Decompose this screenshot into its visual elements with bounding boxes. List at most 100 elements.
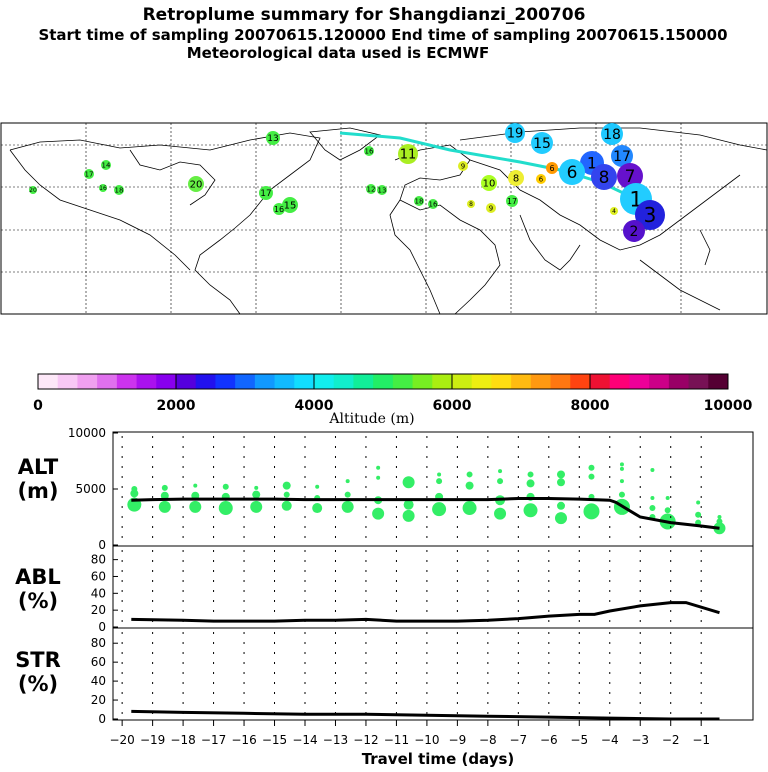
abl-line [131,601,720,623]
trajectory-marker [29,186,37,194]
colorbar-cell [668,374,690,389]
str-ytick-label: 60 [91,655,106,669]
x-tick-label: −20 [109,733,134,747]
trajectory-marker [398,144,418,164]
x-tick-label: −19 [140,733,165,747]
colorbar-tick: 0 [33,398,43,414]
alt-scatter-point [281,500,292,511]
colorbar-cell [294,374,315,389]
alt-scatter-point [466,471,473,478]
trajectory-marker [99,184,107,192]
trajectory-marker [458,161,468,171]
alt-scatter-point [650,495,655,500]
trajectory-day: 16 [365,147,374,155]
alt-scatter-point [254,485,259,490]
colorbar-cell [609,374,630,389]
alt-scatter-point [696,500,701,505]
trajectory-day: 7 [625,167,636,187]
trajectory-marker [505,123,525,143]
alt-scatter-point [372,507,385,520]
colorbar-tick: 8000 [571,398,610,414]
trajectory-label: 8 [591,164,617,190]
str-panel-frame [112,627,754,721]
str-ytick-label: 40 [91,674,106,688]
trajectory-label: 9 [458,161,468,171]
abl-panel-frame [112,545,754,629]
alt-scatter-point [160,491,169,500]
alt-scatter-point [497,478,504,485]
alt-scatter-point [557,478,565,487]
alt-scatter-point [252,490,261,499]
colorbar-cell [333,374,354,389]
colorbar-label: Altitude (m) [328,411,414,427]
alt-scatter-point [557,470,565,479]
colorbar-cell [38,374,59,389]
trajectory-day: 8 [599,168,610,188]
x-tick-label: −9 [449,733,467,747]
trajectory-day: 2 [630,224,639,240]
trajectory-marker [611,145,633,167]
colorbar-frame [37,373,729,390]
alt-scatter-point [526,479,535,488]
x-tick-label: −6 [540,733,558,747]
trajectory-label: 11 [398,144,418,164]
trajectory-label: 15 [282,197,298,213]
trajectory-label: 13 [377,185,387,195]
colorbar-cell [629,374,650,389]
trajectory-label: 20 [188,176,204,192]
colorbar-cell [116,374,138,389]
trajectory-label: 8 [467,200,475,208]
alt-scatter-point [189,500,202,513]
alt-scatter-point [523,503,538,518]
colorbar-cell [97,374,118,389]
trajectory-label: 18 [114,185,124,195]
trajectory-marker [546,162,558,174]
alt-panel-frame [112,431,754,547]
x-tick-label: −14 [292,733,317,747]
trajectory-marker [101,160,111,170]
colorbar-cell [649,374,670,389]
alt-scatter-point [250,500,263,513]
trajectory-day: 15 [284,201,297,212]
alt-scatter-point [717,515,722,519]
trajectory-label: 6 [559,159,585,185]
x-tick-label: −5 [570,733,588,747]
trajectory-marker [414,196,424,206]
x-tick-label: −18 [170,733,195,747]
trajectory-marker [481,175,497,191]
time-series-panels: ALT (m) 10000 5000 0 ABL (%) 80 60 40 20 0 STR… [15,426,754,768]
alt-scatter-point [588,473,595,480]
trajectory-marker [635,200,665,230]
alt-scatter-point [498,469,503,474]
alt-scatter-point [282,481,291,490]
colorbar-tick: 4000 [295,398,334,414]
trajectory-label: 7 [617,163,643,189]
x-tick-label: −11 [384,733,409,747]
trajectory-day: 6 [549,164,554,173]
alt-scatter-point [131,486,138,492]
alt-scatter-point [649,505,656,512]
trajectory-day: 17 [613,149,631,165]
x-tick-label: −1 [692,733,710,747]
meteo-source: Meteorological data used is ECMWF [187,44,490,62]
trajectory-marker [559,159,585,185]
abl-ytick-label: 20 [91,603,106,617]
colorbar-cell [570,374,591,389]
alt-scatter-point [312,503,323,514]
trajectory-marker [623,220,645,242]
trajectory-day: 11 [400,148,417,163]
trajectory-marker [364,146,374,156]
alt-scatter-point [376,465,381,470]
sampling-times: Start time of sampling 20070615.120000 E… [38,26,727,44]
alt-scatter-point [376,475,381,480]
trajectory-label: 14 [101,160,111,170]
trajectory-day: 17 [260,189,271,199]
trajectory-label: 12 [366,184,376,194]
trajectory-marker [617,163,643,189]
colorbar-tick: 6000 [433,398,472,414]
colorbar-cell [412,374,433,389]
alt-scatter-point [462,501,477,516]
abl-ytick-label: 80 [91,553,106,567]
alt-scatter-point [130,489,139,498]
trajectory-marker [259,186,273,200]
